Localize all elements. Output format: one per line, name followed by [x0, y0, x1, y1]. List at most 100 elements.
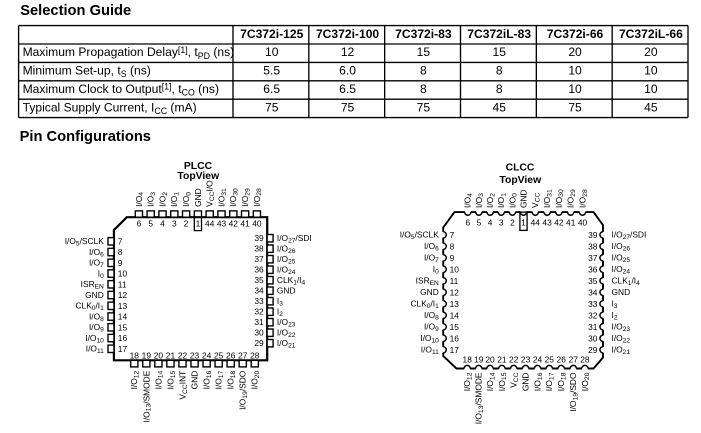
svg-text:4: 4: [160, 219, 165, 229]
svg-text:I/O4: I/O4: [463, 193, 474, 208]
svg-text:45: 45: [644, 100, 658, 114]
svg-text:Selection Guide: Selection Guide: [20, 3, 131, 19]
svg-text:43: 43: [542, 218, 552, 228]
svg-text:5.5: 5.5: [263, 64, 280, 78]
svg-text:I/O8: I/O8: [89, 311, 104, 322]
svg-text:I/O27/SDI: I/O27/SDI: [277, 233, 312, 244]
svg-text:1: 1: [196, 219, 201, 229]
svg-text:34: 34: [588, 287, 598, 297]
svg-text:I/O11: I/O11: [421, 345, 439, 356]
svg-text:8: 8: [496, 64, 503, 78]
svg-text:I/O3: I/O3: [474, 193, 485, 208]
svg-text:24: 24: [202, 350, 212, 360]
svg-text:I/O13/SMODE: I/O13/SMODE: [141, 370, 152, 422]
svg-text:I/O31: I/O31: [542, 189, 553, 208]
svg-text:CLCC: CLCC: [506, 163, 535, 174]
svg-text:I/O1: I/O1: [496, 193, 507, 208]
svg-text:36: 36: [254, 265, 264, 275]
svg-text:I/O16: I/O16: [202, 370, 213, 389]
svg-text:I/O12: I/O12: [129, 370, 140, 389]
svg-text:20: 20: [568, 45, 582, 59]
svg-text:I/O26: I/O26: [277, 244, 296, 255]
svg-text:35: 35: [254, 275, 264, 285]
svg-text:15: 15: [417, 45, 431, 59]
svg-text:17: 17: [118, 344, 128, 354]
svg-text:11: 11: [450, 276, 459, 286]
svg-text:I/O19/SDO: I/O19/SDO: [568, 372, 579, 412]
svg-text:I/O24: I/O24: [277, 265, 296, 276]
svg-text:I/O6: I/O6: [89, 247, 104, 258]
svg-text:75: 75: [265, 100, 279, 114]
svg-text:44: 44: [205, 219, 215, 229]
svg-text:I/O22: I/O22: [277, 328, 296, 339]
svg-text:Typical Supply Current, ICC (m: Typical Supply Current, ICC (mA): [23, 100, 197, 116]
svg-text:I0: I0: [98, 268, 104, 279]
svg-text:10: 10: [644, 64, 658, 78]
svg-text:I/O9: I/O9: [424, 322, 439, 333]
svg-text:I/O16: I/O16: [532, 372, 543, 391]
svg-text:I/O20: I/O20: [250, 370, 261, 389]
svg-text:32: 32: [588, 310, 598, 320]
svg-text:10: 10: [450, 264, 460, 274]
svg-text:I3: I3: [277, 296, 283, 307]
svg-text:I/O2: I/O2: [157, 192, 168, 207]
svg-text:5: 5: [477, 218, 482, 228]
svg-text:8: 8: [420, 82, 427, 96]
svg-text:GND: GND: [189, 371, 199, 390]
svg-text:14: 14: [118, 312, 128, 322]
svg-text:15: 15: [450, 322, 460, 332]
svg-text:12: 12: [118, 290, 128, 300]
svg-text:25: 25: [545, 354, 555, 364]
svg-text:21: 21: [497, 354, 507, 364]
svg-text:7C372i-66: 7C372i-66: [547, 27, 604, 41]
svg-text:I/O29: I/O29: [566, 189, 577, 208]
svg-text:8: 8: [118, 247, 123, 257]
svg-text:18: 18: [130, 350, 140, 360]
svg-text:9: 9: [450, 253, 455, 263]
svg-text:I2: I2: [612, 310, 618, 321]
svg-text:4: 4: [488, 218, 493, 228]
svg-text:37: 37: [254, 254, 264, 264]
svg-text:39: 39: [254, 233, 264, 243]
svg-text:I/O5/SCLK: I/O5/SCLK: [65, 236, 104, 247]
svg-text:7C372i-100: 7C372i-100: [316, 27, 379, 41]
svg-text:43: 43: [217, 219, 227, 229]
svg-text:I/O2: I/O2: [485, 193, 496, 208]
svg-text:8: 8: [420, 64, 427, 78]
svg-text:3: 3: [172, 219, 177, 229]
svg-text:I/O21: I/O21: [612, 345, 631, 356]
svg-text:I/O13/SMODE: I/O13/SMODE: [474, 372, 485, 424]
svg-text:I3: I3: [612, 299, 618, 310]
svg-text:44: 44: [531, 218, 541, 228]
svg-text:75: 75: [568, 100, 582, 114]
svg-text:30: 30: [254, 328, 264, 338]
svg-text:6: 6: [137, 219, 142, 229]
svg-text:5: 5: [148, 219, 153, 229]
svg-text:7C372iL-66: 7C372iL-66: [619, 27, 683, 41]
svg-text:42: 42: [229, 219, 239, 229]
svg-text:I/O11: I/O11: [86, 344, 104, 355]
svg-text:75: 75: [417, 100, 431, 114]
svg-text:I/O12: I/O12: [462, 372, 473, 391]
svg-text:10: 10: [644, 82, 658, 96]
svg-text:7C372i-83: 7C372i-83: [395, 27, 452, 41]
svg-text:29: 29: [254, 338, 264, 348]
svg-text:I/O29: I/O29: [240, 188, 251, 207]
svg-text:I/O7: I/O7: [424, 253, 439, 264]
svg-text:7: 7: [118, 236, 123, 246]
svg-text:I/O5/SCLK: I/O5/SCLK: [400, 230, 439, 241]
svg-text:41: 41: [566, 218, 576, 228]
svg-text:38: 38: [588, 241, 598, 251]
svg-text:CLK0/I1: CLK0/I1: [411, 299, 440, 310]
svg-text:27: 27: [238, 350, 248, 360]
svg-text:29: 29: [588, 345, 598, 355]
svg-text:10: 10: [568, 64, 582, 78]
svg-text:8: 8: [450, 241, 455, 251]
svg-text:8: 8: [496, 82, 503, 96]
svg-text:I/O1: I/O1: [169, 192, 180, 207]
svg-text:I/O9: I/O9: [89, 322, 104, 333]
svg-text:21: 21: [166, 350, 176, 360]
svg-text:20: 20: [154, 350, 164, 360]
svg-text:Maximum Clock to Output[1], tC: Maximum Clock to Output[1], tCO (ns): [23, 82, 219, 98]
svg-text:I/O26: I/O26: [612, 241, 631, 252]
